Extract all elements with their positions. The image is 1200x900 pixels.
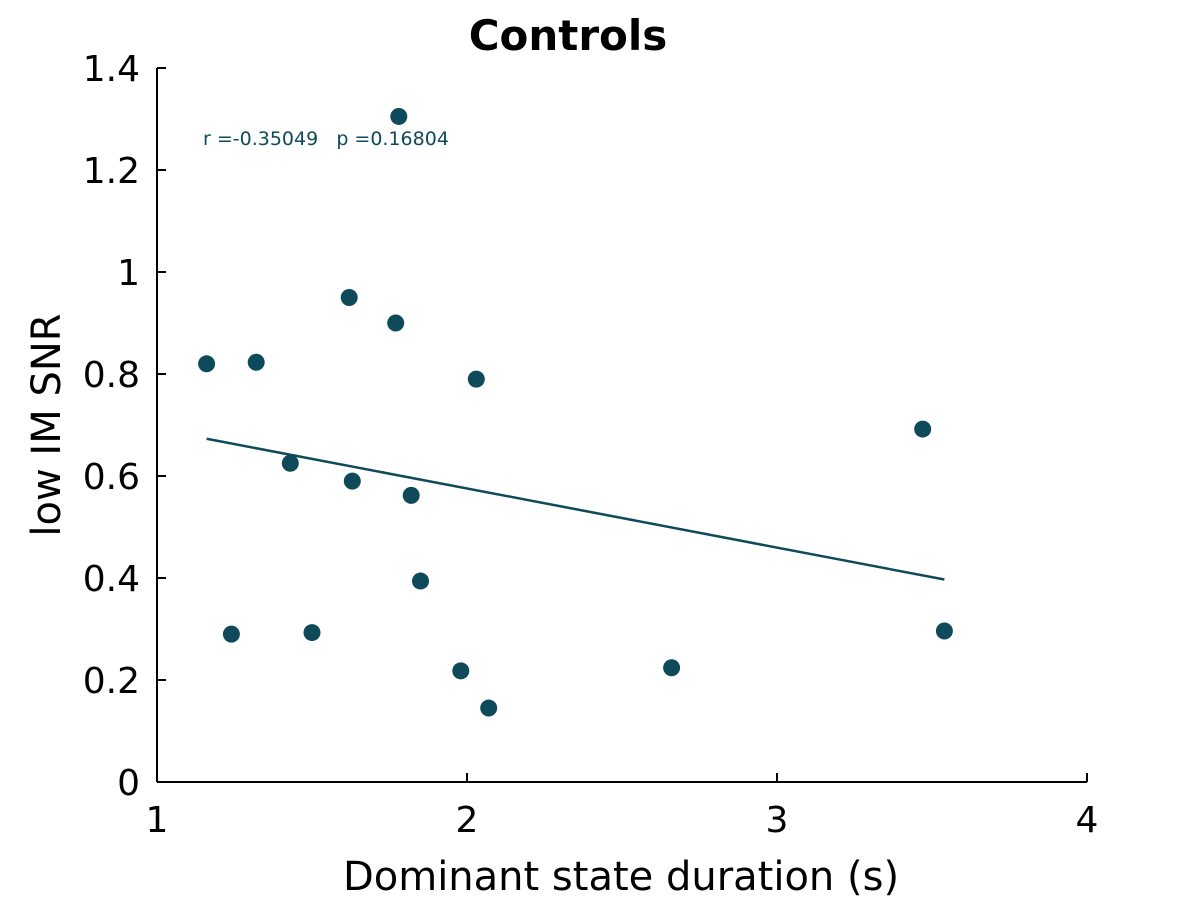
y-tick-label: 1.2 — [83, 151, 140, 192]
data-point — [387, 314, 405, 332]
x-ticks: 1 2 3 4 — [146, 773, 1099, 841]
data-point — [198, 355, 216, 373]
regression-fit — [206, 437, 945, 581]
data-point — [402, 486, 420, 504]
x-tick-label: 4 — [1076, 800, 1099, 841]
y-tick-label: 0.2 — [83, 661, 140, 702]
data-point — [452, 662, 470, 680]
y-tick-label: 1.4 — [83, 49, 140, 90]
data-points — [198, 107, 953, 717]
correlation-annotation: r =-0.35049 p =0.16804 — [203, 128, 449, 150]
y-ticks: 0 0.2 0.4 0.6 0.8 1 1.2 1.4 — [83, 49, 166, 804]
y-tick-label: 0.8 — [83, 355, 140, 396]
data-point — [247, 353, 265, 371]
y-tick-label: 0 — [117, 763, 140, 804]
data-point — [390, 107, 408, 125]
chart-title: Controls — [469, 11, 668, 60]
y-tick-label: 0.6 — [83, 457, 140, 498]
data-point — [467, 370, 485, 388]
x-tick-label: 2 — [456, 800, 479, 841]
data-point — [340, 289, 358, 306]
fit-line — [206, 437, 945, 581]
data-point — [303, 624, 321, 642]
axes — [156, 68, 1087, 783]
x-tick-label: 3 — [766, 800, 789, 841]
data-point — [914, 420, 932, 438]
y-axis-label: low IM SNR — [24, 313, 70, 536]
data-point — [412, 572, 429, 590]
x-axis-label: Dominant state duration (s) — [343, 854, 899, 900]
data-point — [281, 454, 299, 472]
data-point — [935, 622, 953, 640]
y-tick-label: 0.4 — [83, 559, 140, 600]
x-tick-label: 1 — [146, 800, 169, 841]
y-tick-label: 1 — [117, 253, 140, 294]
data-point — [222, 625, 240, 643]
data-point — [480, 699, 498, 717]
data-point — [343, 472, 361, 490]
data-point — [663, 659, 681, 677]
